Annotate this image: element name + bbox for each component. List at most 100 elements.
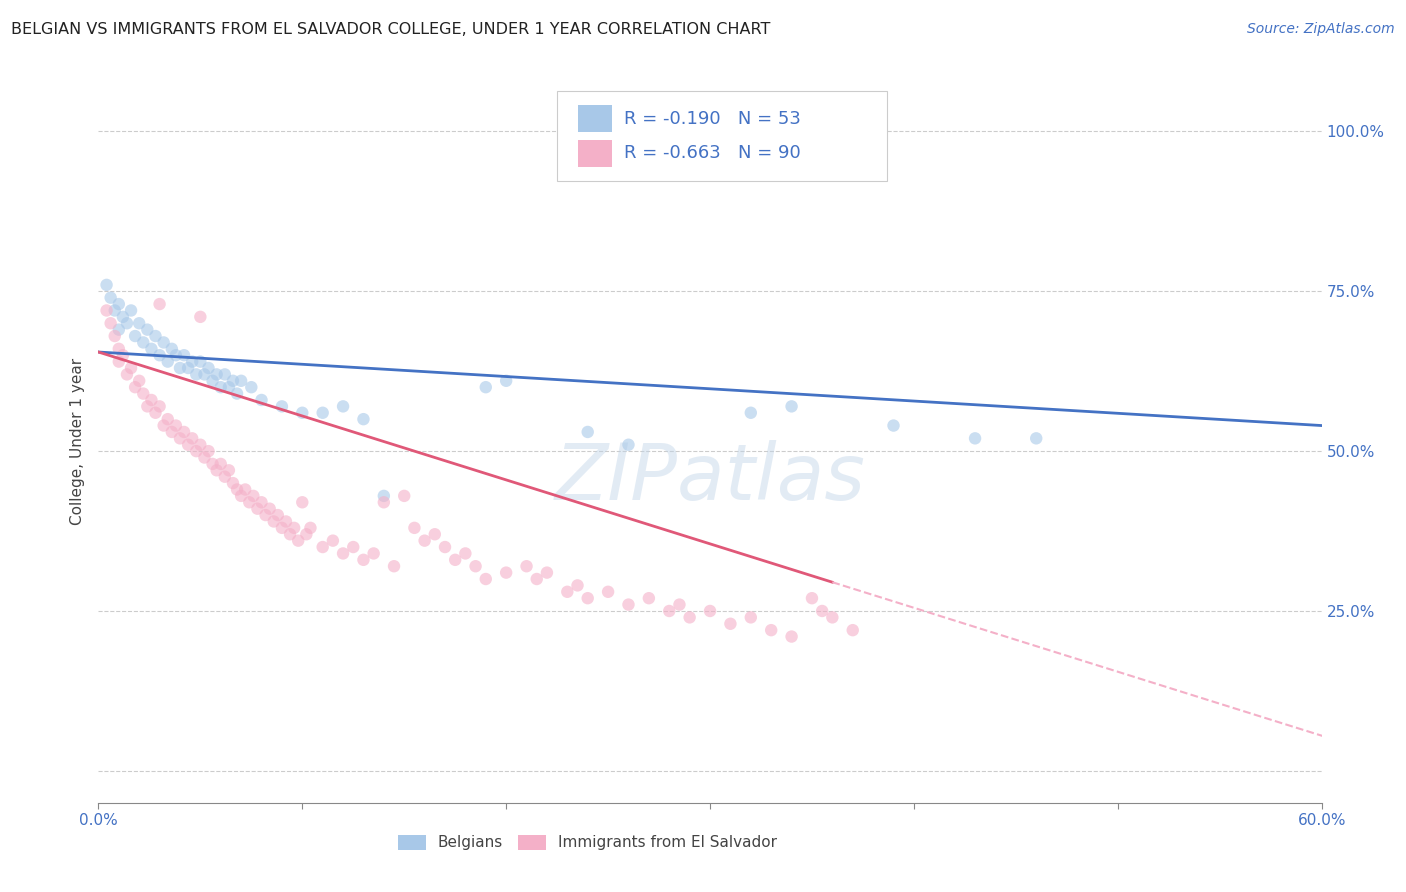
Point bbox=[181, 354, 204, 368]
Point bbox=[218, 463, 240, 477]
Point bbox=[169, 361, 191, 376]
Point bbox=[238, 495, 260, 509]
Point bbox=[567, 578, 589, 592]
Point bbox=[201, 374, 224, 388]
Legend: Belgians, Immigrants from El Salvador: Belgians, Immigrants from El Salvador bbox=[392, 829, 783, 856]
Point bbox=[740, 406, 762, 420]
Point bbox=[259, 501, 281, 516]
FancyBboxPatch shape bbox=[557, 91, 887, 181]
Point bbox=[177, 438, 200, 452]
Point bbox=[270, 521, 294, 535]
Text: ZIPatlas: ZIPatlas bbox=[554, 440, 866, 516]
Point bbox=[108, 297, 131, 311]
Point bbox=[149, 348, 172, 362]
Point bbox=[188, 438, 212, 452]
Point bbox=[392, 489, 416, 503]
Point bbox=[555, 584, 579, 599]
Point bbox=[474, 572, 498, 586]
Point bbox=[222, 374, 245, 388]
Point bbox=[598, 584, 620, 599]
Point bbox=[156, 354, 179, 368]
Point bbox=[193, 368, 215, 382]
Point bbox=[352, 412, 374, 426]
Point bbox=[120, 361, 142, 376]
Point bbox=[173, 348, 195, 362]
Point bbox=[423, 527, 446, 541]
Point bbox=[218, 380, 240, 394]
Point bbox=[231, 374, 253, 388]
Point bbox=[96, 303, 118, 318]
Point bbox=[536, 566, 558, 580]
Point bbox=[141, 392, 163, 407]
Point bbox=[115, 368, 138, 382]
Point bbox=[668, 598, 690, 612]
Point bbox=[214, 469, 236, 483]
Point bbox=[111, 348, 134, 362]
Point bbox=[186, 444, 208, 458]
Point bbox=[177, 361, 200, 376]
Point bbox=[322, 533, 344, 548]
Point bbox=[761, 623, 783, 637]
Point bbox=[124, 329, 146, 343]
FancyBboxPatch shape bbox=[578, 139, 612, 167]
Point bbox=[160, 425, 183, 439]
Point bbox=[145, 329, 167, 343]
Point bbox=[576, 591, 599, 606]
Point bbox=[464, 559, 486, 574]
Point bbox=[152, 418, 174, 433]
Point bbox=[104, 303, 127, 318]
Point bbox=[780, 400, 803, 414]
Point bbox=[108, 323, 131, 337]
Point bbox=[152, 335, 174, 350]
Point bbox=[287, 533, 309, 548]
Point bbox=[679, 610, 702, 624]
Point bbox=[136, 400, 159, 414]
Point bbox=[120, 303, 142, 318]
Point bbox=[108, 342, 131, 356]
Point bbox=[165, 418, 187, 433]
Point bbox=[141, 342, 163, 356]
Point bbox=[124, 380, 146, 394]
Point bbox=[801, 591, 824, 606]
Point bbox=[454, 546, 477, 560]
Point bbox=[136, 323, 159, 337]
Point bbox=[100, 316, 122, 330]
Point bbox=[617, 598, 640, 612]
Point bbox=[373, 495, 395, 509]
Point bbox=[637, 591, 661, 606]
Point bbox=[283, 521, 305, 535]
Point bbox=[145, 406, 167, 420]
Point bbox=[193, 450, 215, 465]
Point bbox=[165, 348, 187, 362]
Point bbox=[188, 310, 212, 324]
Point bbox=[278, 527, 301, 541]
Point bbox=[160, 342, 183, 356]
Point bbox=[100, 291, 122, 305]
Point bbox=[1025, 431, 1047, 445]
Point bbox=[111, 310, 134, 324]
Point bbox=[382, 559, 405, 574]
Point bbox=[821, 610, 844, 624]
Point bbox=[291, 406, 314, 420]
Point bbox=[474, 380, 498, 394]
Text: BELGIAN VS IMMIGRANTS FROM EL SALVADOR COLLEGE, UNDER 1 YEAR CORRELATION CHART: BELGIAN VS IMMIGRANTS FROM EL SALVADOR C… bbox=[11, 22, 770, 37]
Point bbox=[128, 316, 150, 330]
Point bbox=[197, 361, 219, 376]
Point bbox=[242, 489, 264, 503]
Point bbox=[267, 508, 290, 522]
Point bbox=[811, 604, 834, 618]
Point bbox=[149, 400, 172, 414]
Y-axis label: College, Under 1 year: College, Under 1 year bbox=[70, 358, 86, 525]
Point bbox=[718, 616, 742, 631]
Point bbox=[274, 515, 297, 529]
Point bbox=[149, 297, 172, 311]
Point bbox=[169, 431, 191, 445]
Point bbox=[188, 354, 212, 368]
Text: Source: ZipAtlas.com: Source: ZipAtlas.com bbox=[1247, 22, 1395, 37]
Point bbox=[205, 368, 228, 382]
Point bbox=[254, 508, 277, 522]
Point bbox=[740, 610, 762, 624]
Point bbox=[186, 368, 208, 382]
Point bbox=[434, 540, 457, 554]
Point bbox=[617, 438, 640, 452]
